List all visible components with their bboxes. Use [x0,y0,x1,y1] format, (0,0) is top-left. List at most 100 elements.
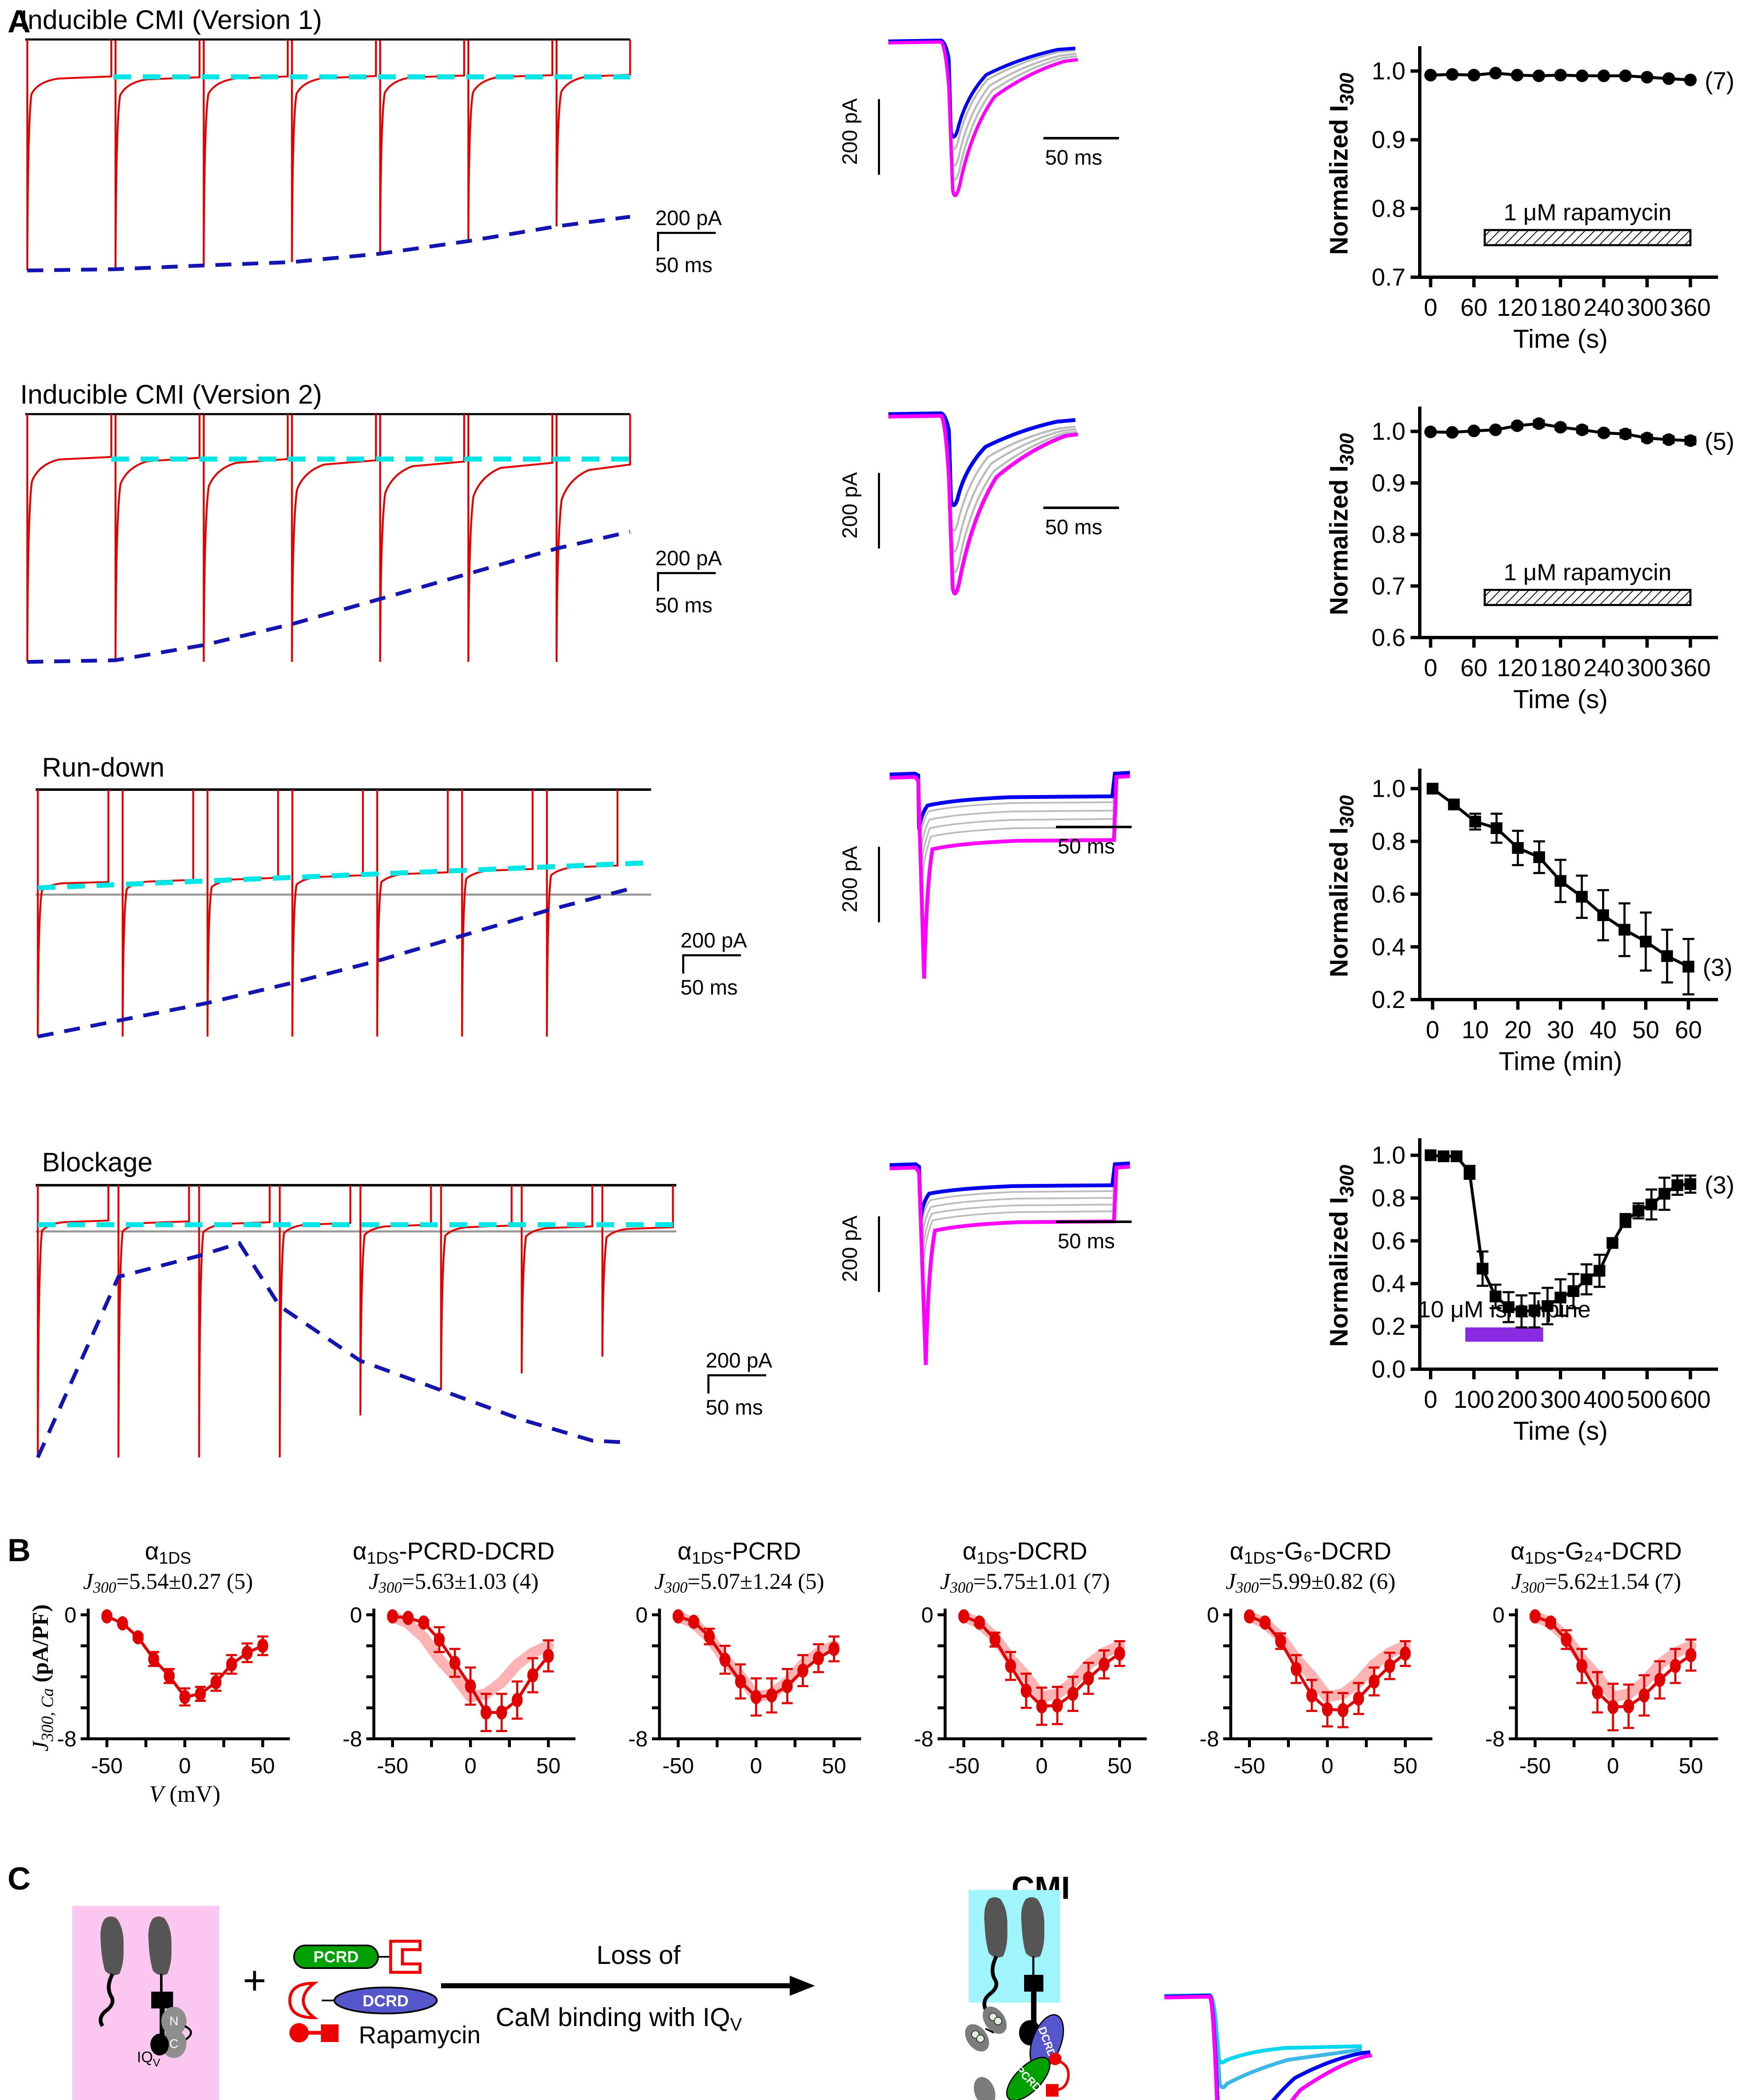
iv-x-tick: 50 [1679,1754,1703,1778]
iv-data-point [782,1679,793,1693]
iv-stat-symbol: J300 [940,1569,973,1596]
iv-data-point [1592,1685,1603,1700]
scalebar-row3-current-label: 200 pA [680,929,747,952]
cmi-cyan-box [969,1890,1060,2003]
data-point [1533,851,1545,863]
iv-data-point [402,1611,414,1625]
data-point [1554,68,1567,81]
svg-text:Normalized I300: Normalized I300 [1325,1165,1358,1347]
iv-chart-title: α1DS-G₆-DCRD [1168,1537,1453,1568]
iv-x-tick: 0 [465,1754,477,1778]
y-tick-label: 1.0 [1371,418,1405,445]
scalebar-row4-sweep: 200 pA 50 ms [697,1348,798,1424]
panel-c-letter: C [8,1861,31,1897]
trace-row4-time-label: 50 ms [1058,1229,1115,1253]
iv-data-point [1114,1646,1125,1661]
data-point [1619,69,1632,82]
iv-stat-symbol: J300 [368,1569,402,1596]
x-tick-label: 240 [1584,294,1624,321]
pcrd-construct: PCRD [290,1938,449,1984]
iv-data-point [1369,1674,1380,1689]
n-label: (3) [1703,954,1733,982]
data-point [1597,909,1609,921]
data-point [1671,1179,1684,1191]
iv-title-sub: 1DS [976,1549,1009,1567]
iv-chart-title: α1DS-PCRD-DCRD [311,1537,596,1568]
iv-data-point [1337,1703,1349,1717]
iv-data-point [512,1693,523,1707]
y-tick-label: 0.2 [1371,1313,1405,1340]
data-point [1661,950,1673,962]
trace-row3-current-label: 200 pA [838,846,862,913]
iv-x-axis-label: V (mV) [149,1781,221,1807]
data-point [1576,423,1589,436]
scalebar-row1-trace-current: 200 pA [836,97,916,193]
scalebar-row3-time-label: 50 ms [680,976,738,999]
iv-data-point [989,1632,1001,1647]
data-point [1529,1304,1541,1316]
iv-stat-value: =5.62±1.54 (7) [1544,1569,1681,1594]
iv-stat-value: =5.07±1.24 (5) [687,1569,825,1594]
x-axis-label: Time (s) [1513,685,1608,714]
arrow-top-label-2-text: CaM binding with IQ [496,2003,730,2032]
timecourse-plot-row1: 0.7 0.8 0.9 1.0 0 60 120 180 240 300 360 1 μM rapam… [1315,25,1734,357]
iv-stat-symbol: J300 [654,1569,688,1596]
iv-data-point [1639,1688,1650,1703]
iv-chart-stat: J300=5.54±0.27 (5) [25,1568,311,1596]
data-point [1450,1150,1463,1163]
x-tick-label: 360 [1670,294,1711,321]
iv-data-point [1098,1657,1110,1672]
row-title-rundown: Run-down [42,752,165,782]
scalebar-row2-trace-time: 50 ms [1033,504,1143,550]
data-point [1576,69,1589,82]
iv-data-point [1545,1615,1556,1630]
iv-data-point [1670,1659,1681,1673]
iv-data-point [1623,1699,1634,1714]
panel-b-letter: B [8,1533,31,1568]
data-point [1576,891,1588,903]
y-tick-label: 0.4 [1371,933,1405,961]
data-point [1448,798,1460,811]
data-point [1446,426,1459,439]
iv-chart-stat: J300=5.99±0.82 (6) [1168,1568,1453,1596]
iv-data-point [1654,1672,1666,1687]
scalebar-row4-current-label: 200 pA [706,1349,772,1372]
data-point [1512,842,1524,854]
iv-chart-stat: J300=5.07±1.24 (5) [596,1568,882,1596]
y-tick-label: 0.9 [1371,470,1405,497]
data-point [1424,425,1437,438]
iv-data-point [1608,1700,1618,1714]
green-double-arrow [1445,2066,1630,2100]
scalebar-row1-current-label: 200 pA [655,206,722,230]
iv-data-point [1259,1615,1271,1630]
y-tick-label: 0.0 [1371,1356,1405,1383]
iv-x-tick: -50 [1234,1754,1265,1778]
data-point [1593,1265,1605,1277]
drug-bar [1484,589,1692,606]
data-point [1684,74,1697,87]
iv-stat-value: =5.75±1.01 (7) [973,1569,1110,1594]
iv-x-tick: -50 [662,1754,694,1778]
x-tick-label: 360 [1670,654,1711,682]
trace-row3-time-label: 50 ms [1058,835,1115,858]
iv-series-line [106,1615,263,1699]
trace-row2-time-label: 50 ms [1045,515,1103,539]
iv-data-point [418,1615,429,1630]
y-axis-label: Normalized I300 [1325,795,1358,977]
sweep-plot-row2 [13,410,643,679]
iv-title-main: α [1229,1538,1244,1565]
iv-title-sub: 1DS [1244,1549,1276,1567]
x-tick-label: 30 [1547,1016,1574,1044]
x-tick-label: 300 [1540,1386,1581,1413]
drug-bar [1484,229,1692,247]
iv-data-point [1384,1659,1395,1673]
data-point [1467,68,1480,81]
iv-x-tick: -50 [948,1754,980,1778]
data-point [1632,1205,1645,1217]
data-point [1682,961,1694,973]
iv-data-point [813,1651,824,1666]
cmi-traces [1160,1974,1463,2100]
iv-data-point [179,1690,190,1704]
iv-stat-symbol: J300 [1511,1569,1545,1596]
y-tick-label: 1.0 [1371,1142,1405,1169]
